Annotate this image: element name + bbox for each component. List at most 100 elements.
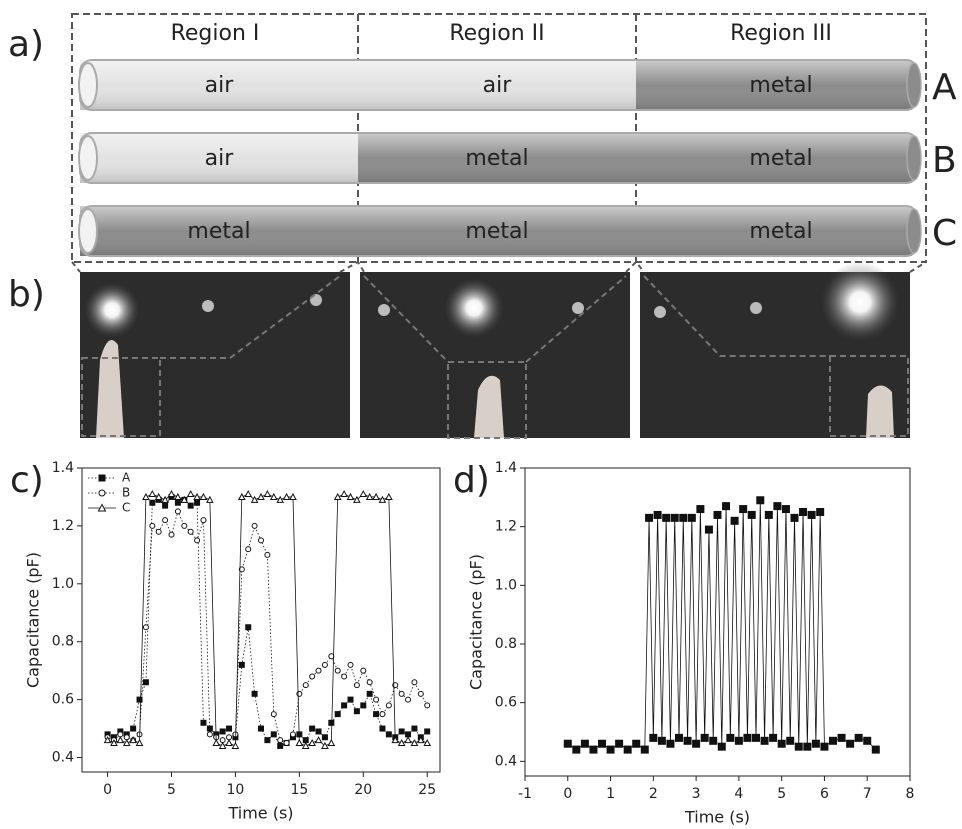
data-point	[803, 742, 812, 751]
y-tick-label: 1.2	[495, 519, 517, 535]
data-point	[149, 499, 156, 506]
light	[750, 302, 762, 314]
x-tick-label: 3	[692, 786, 701, 802]
tube-shade	[358, 60, 636, 110]
legend-marker	[97, 503, 107, 512]
data-point	[321, 661, 328, 668]
data-point	[314, 736, 323, 744]
data-point	[704, 525, 713, 534]
data-point	[129, 736, 137, 744]
data-point	[289, 731, 296, 738]
data-point	[379, 711, 386, 718]
data-point	[226, 725, 233, 732]
data-point	[174, 492, 182, 500]
data-point	[640, 745, 649, 754]
data-point	[799, 508, 808, 516]
data-point	[683, 736, 692, 745]
data-point	[251, 522, 258, 529]
legend-marker	[98, 489, 106, 497]
data-point	[328, 653, 335, 660]
data-point	[142, 679, 149, 686]
panel-label: a)	[8, 24, 44, 65]
finger	[866, 385, 894, 438]
data-point	[756, 496, 765, 505]
tube-opening	[78, 135, 98, 181]
data-point	[373, 711, 380, 718]
material-label: metal	[465, 146, 528, 171]
data-point	[187, 502, 194, 509]
data-point	[657, 736, 666, 745]
data-point	[649, 733, 658, 742]
data-point	[359, 490, 368, 498]
data-point	[258, 537, 264, 544]
data-point	[187, 528, 194, 535]
material-label: metal	[749, 219, 812, 244]
material-label: metal	[749, 146, 812, 171]
legend-label: B	[122, 486, 130, 500]
data-point	[786, 736, 795, 745]
connector	[71, 261, 81, 273]
row-label: B	[932, 140, 957, 181]
light	[202, 300, 214, 312]
data-point	[136, 696, 143, 703]
data-point	[321, 734, 328, 741]
data-point	[200, 719, 207, 726]
data-point	[423, 739, 432, 747]
data-point	[122, 739, 131, 747]
x-tick-label: -1	[518, 786, 532, 802]
data-point	[632, 739, 641, 748]
data-point	[309, 673, 316, 680]
data-point	[398, 728, 405, 735]
data-point	[811, 739, 820, 748]
data-point	[717, 742, 726, 751]
data-point	[598, 739, 606, 748]
data-point	[722, 502, 731, 511]
data-point	[167, 490, 176, 498]
data-point	[360, 702, 367, 709]
data-point	[328, 719, 335, 726]
data-point	[846, 739, 855, 748]
x-tick-label: 0	[103, 782, 112, 798]
data-point	[424, 728, 431, 735]
y-tick-label: 1.0	[52, 576, 74, 592]
data-point	[194, 499, 201, 506]
data-point	[289, 492, 297, 500]
data-point	[347, 661, 354, 668]
plot-frame	[524, 467, 911, 777]
data-point	[142, 492, 150, 500]
x-tick-label: 20	[354, 782, 372, 798]
data-point	[696, 505, 705, 514]
data-point	[666, 739, 675, 748]
data-point	[200, 517, 207, 524]
x-tick-label: 25	[418, 782, 436, 798]
data-point	[794, 742, 803, 751]
data-point	[773, 502, 782, 511]
data-point	[777, 739, 786, 748]
legend-marker	[98, 474, 106, 482]
data-point	[837, 733, 846, 742]
data-point	[116, 736, 125, 744]
series-line	[107, 493, 428, 747]
tube-shade	[636, 133, 912, 183]
data-point	[295, 739, 304, 747]
light	[444, 278, 504, 338]
connector	[525, 275, 627, 363]
data-point	[162, 517, 169, 524]
data-point	[372, 492, 380, 500]
data-point	[373, 696, 380, 703]
data-point	[365, 492, 374, 500]
panel-a-frame	[71, 13, 927, 263]
data-point	[726, 733, 735, 742]
data-point	[398, 690, 405, 697]
data-point	[385, 731, 392, 738]
y-axis-label: Capacitance (pF)	[24, 552, 43, 688]
connector	[339, 260, 365, 273]
material-label: air	[205, 146, 235, 171]
y-tick-label: 0.6	[52, 692, 74, 708]
x-tick-label: 1	[606, 786, 615, 802]
data-point	[135, 739, 144, 747]
data-point	[781, 505, 790, 514]
data-point	[411, 725, 418, 732]
data-point	[807, 510, 816, 519]
